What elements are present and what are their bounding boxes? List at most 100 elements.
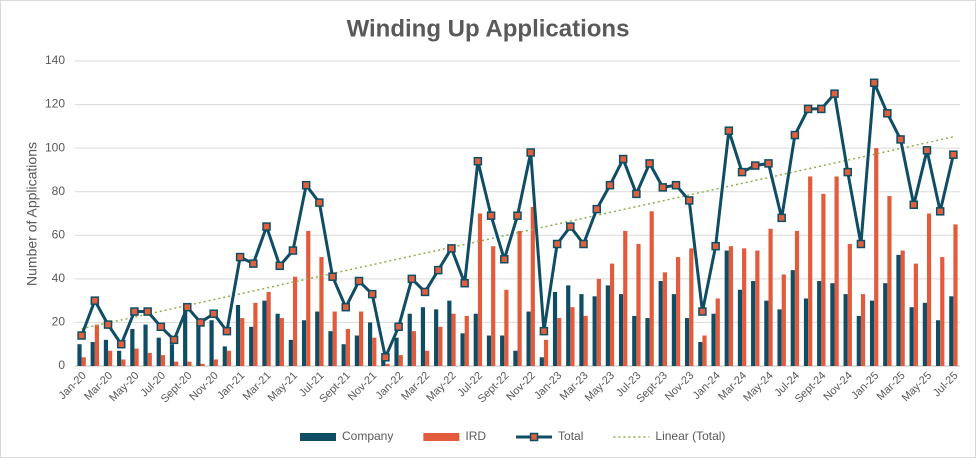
y-tick-label: 80 — [52, 184, 66, 198]
bar — [742, 248, 747, 366]
bar — [658, 281, 663, 366]
bar — [530, 206, 535, 366]
bar — [817, 281, 822, 366]
marker — [764, 159, 773, 168]
bar — [464, 315, 469, 366]
marker — [143, 307, 152, 316]
marker — [301, 180, 311, 190]
bar — [636, 244, 641, 366]
bar — [552, 291, 558, 366]
marker — [618, 154, 628, 164]
marker — [381, 353, 390, 362]
bar — [808, 176, 813, 366]
y-axis-label: Number of Applications — [24, 142, 40, 286]
marker — [420, 287, 430, 297]
bar — [949, 296, 954, 366]
bar — [200, 363, 205, 366]
bar — [737, 289, 743, 366]
bar — [764, 300, 769, 366]
legend-label: Linear (Total) — [655, 429, 725, 443]
marker — [751, 161, 760, 170]
marker — [341, 302, 351, 312]
bar — [213, 359, 218, 366]
bar — [500, 335, 505, 366]
bar — [174, 361, 179, 366]
legend-label: IRD — [465, 429, 486, 443]
bar — [354, 335, 359, 366]
bar — [909, 307, 914, 366]
bar — [108, 350, 113, 366]
marker — [605, 180, 615, 190]
bar — [557, 318, 562, 366]
bar — [843, 294, 848, 366]
marker — [222, 326, 232, 336]
bar — [671, 294, 677, 366]
y-tick-label: 100 — [45, 140, 65, 154]
bar — [183, 311, 188, 366]
marker — [196, 318, 205, 327]
bar — [830, 283, 835, 366]
marker — [328, 272, 337, 281]
bar — [438, 326, 443, 366]
bar — [874, 148, 879, 366]
marker — [830, 89, 839, 98]
bar — [711, 313, 716, 366]
bar — [685, 318, 690, 366]
bar — [381, 359, 386, 366]
bar — [222, 346, 227, 366]
bar — [728, 246, 734, 366]
bar — [319, 257, 324, 366]
bar — [209, 320, 214, 366]
marker — [315, 198, 324, 207]
marker — [447, 244, 456, 253]
bar — [790, 270, 795, 366]
marker — [883, 109, 892, 118]
bar — [358, 311, 364, 366]
marker — [949, 150, 958, 159]
marker — [777, 213, 786, 223]
bar — [689, 248, 694, 366]
bar — [583, 315, 588, 366]
bar — [368, 322, 373, 366]
bar — [896, 254, 901, 366]
bar — [169, 344, 175, 366]
bar — [605, 285, 610, 366]
bar — [81, 357, 86, 366]
bar — [702, 335, 707, 366]
bar — [913, 263, 918, 366]
marker — [183, 302, 192, 312]
marker — [869, 78, 879, 88]
bar — [315, 311, 320, 366]
bar — [117, 350, 122, 366]
bar — [755, 250, 760, 366]
marker — [909, 200, 919, 210]
bar — [794, 230, 800, 366]
legend: Company IRD Total Linear (Total) — [300, 429, 725, 443]
marker — [698, 307, 707, 316]
bar — [235, 305, 241, 366]
y-tick-label: 140 — [45, 53, 65, 67]
bar — [394, 337, 399, 366]
bar — [609, 263, 615, 366]
bar — [887, 196, 892, 366]
bar — [940, 257, 945, 366]
bar — [103, 339, 109, 366]
bar — [953, 224, 958, 366]
bar — [539, 357, 544, 366]
bar — [856, 315, 861, 366]
legend-swatch — [300, 433, 336, 441]
bar — [196, 324, 201, 366]
bar — [288, 339, 293, 366]
bar — [147, 352, 152, 366]
bar — [543, 339, 549, 366]
marker — [77, 331, 86, 340]
marker — [552, 239, 562, 249]
bar — [249, 326, 254, 366]
bar — [473, 313, 478, 366]
bar — [869, 300, 875, 366]
marker — [843, 167, 852, 177]
marker — [737, 167, 747, 177]
bar — [486, 335, 492, 366]
bar — [130, 328, 135, 366]
bar — [447, 300, 452, 366]
